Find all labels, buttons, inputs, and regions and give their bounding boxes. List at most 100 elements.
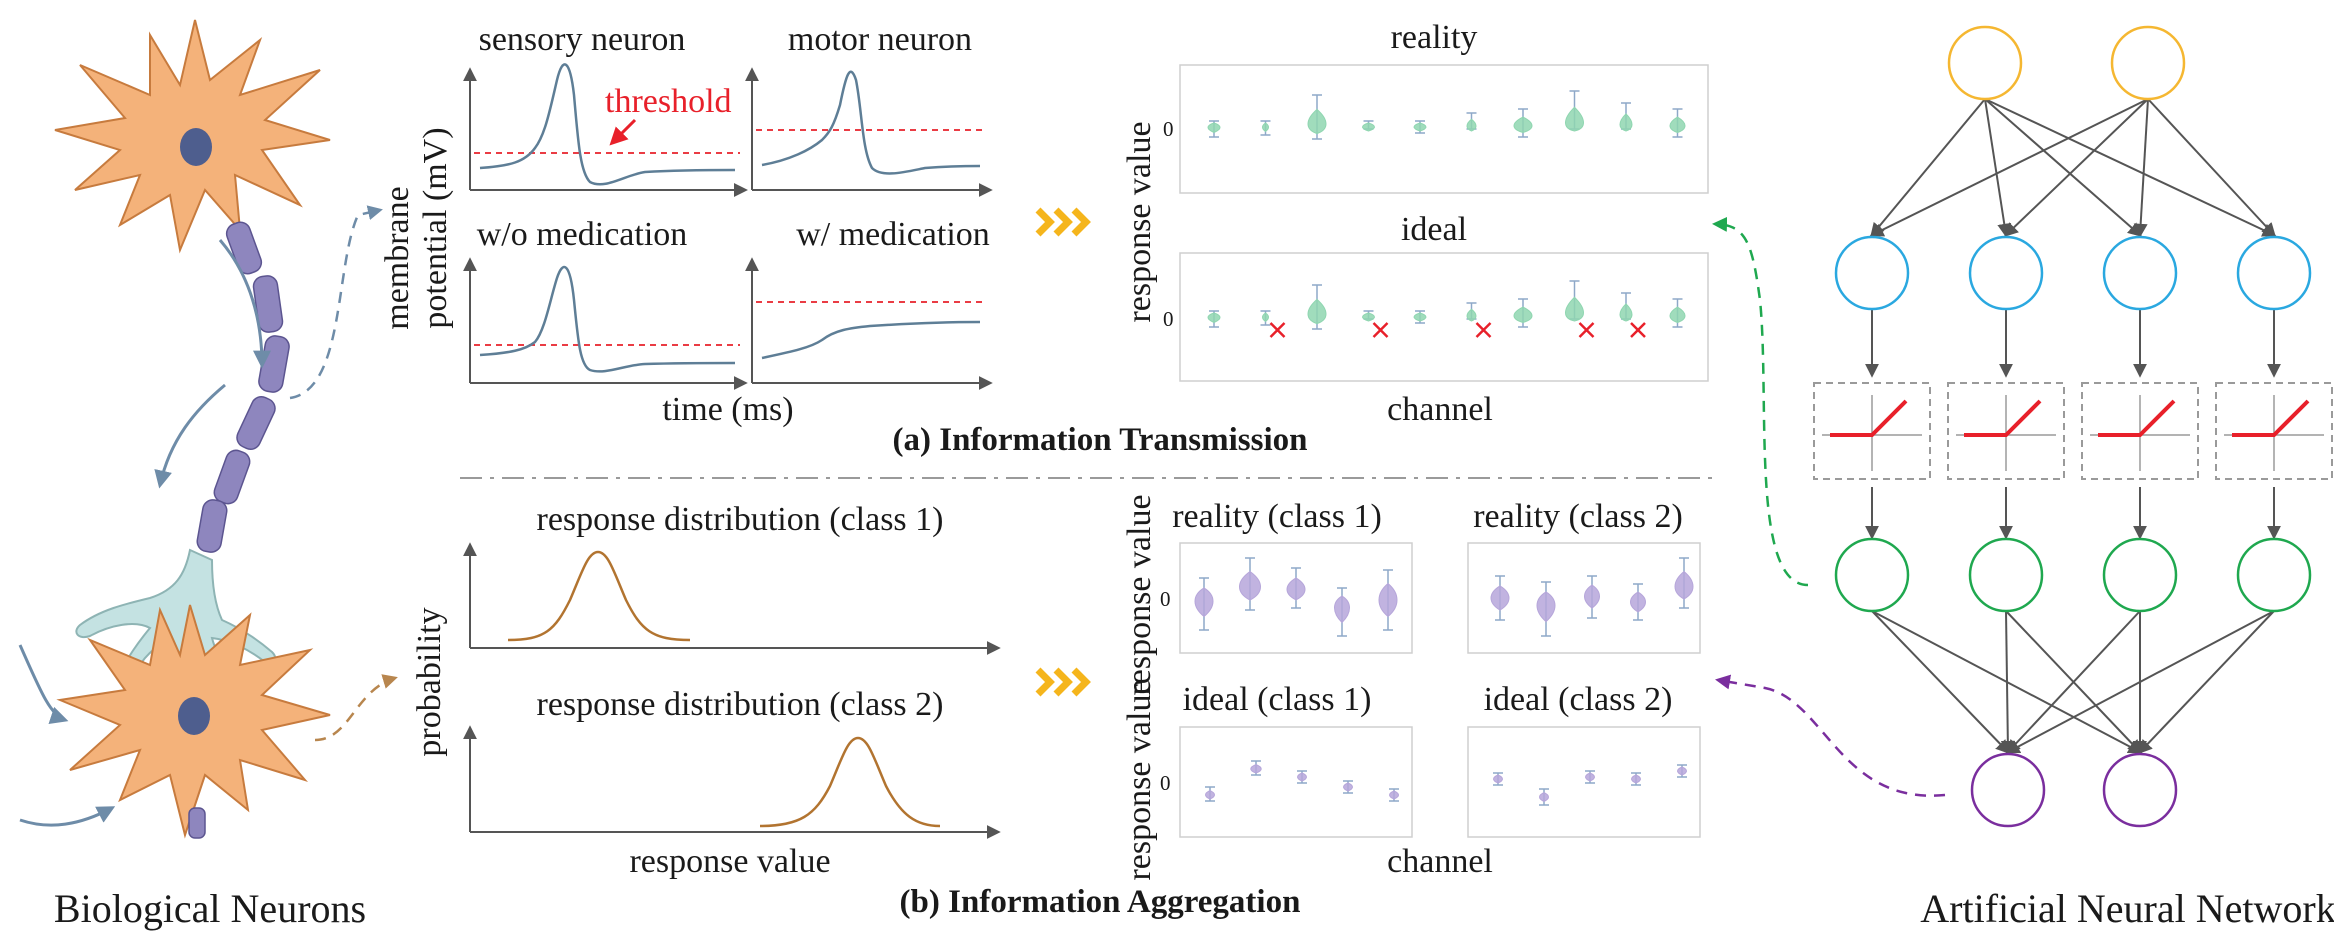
violin-reality-class2-ch1 xyxy=(1490,575,1510,621)
membrane-traces xyxy=(479,63,981,373)
zero-tick-ideal: 0 xyxy=(1163,307,1174,331)
connector-neuron-to-a xyxy=(289,205,383,400)
removed-channel-mark-9 xyxy=(1630,322,1646,338)
membrane-axes xyxy=(463,67,993,390)
hidden-node-1 xyxy=(1834,235,1910,311)
output-node-2 xyxy=(2102,752,2178,828)
violin-ylabel-b-top: response value xyxy=(1121,494,1158,695)
violin-ideal-ch4 xyxy=(1362,310,1375,322)
violin-reality-class1-ch1 xyxy=(1194,577,1214,631)
violin-reality-class2-ch2 xyxy=(1536,581,1556,637)
relu-activation-4 xyxy=(2215,382,2333,480)
violin-ideal-class2-ch2 xyxy=(1539,788,1549,806)
violin-reality-ch3 xyxy=(1307,94,1327,140)
violin-ideal-class2-ch3 xyxy=(1585,770,1595,784)
violin-title-reality-class-2: reality (class 2) xyxy=(1473,498,1683,535)
violin-ideal-ch2 xyxy=(1260,310,1271,326)
violin-title-ideal-class-1: ideal (class 1) xyxy=(1183,681,1372,718)
violin-ideal-class2-ch5 xyxy=(1677,764,1687,778)
plot-title-without-medication: w/o medication xyxy=(477,216,688,253)
violin-ideal-class1-ch5 xyxy=(1389,788,1399,802)
lower-neuron-soma xyxy=(56,604,331,839)
removed-channel-mark-4 xyxy=(1372,322,1389,338)
violin-reality-ch1 xyxy=(1207,120,1221,138)
ann-edges xyxy=(1865,98,2281,755)
violin-ideal-ch6 xyxy=(1466,302,1477,322)
violins-ideal-class-1 xyxy=(1205,760,1399,802)
violin-reality-ch2 xyxy=(1260,120,1271,136)
removed-channel-mark-8 xyxy=(1578,322,1595,338)
panel-b-distributions: response distribution (class 1) response… xyxy=(411,501,1001,880)
violin-ideal-ch8 xyxy=(1565,280,1584,322)
dist-title-class-1: response distribution (class 1) xyxy=(537,501,944,538)
zero-tick-ideal-class-1: 0 xyxy=(1160,771,1171,795)
violin-ideal-ch1 xyxy=(1207,310,1221,328)
membrane-ylabel-line1: membrane xyxy=(379,186,416,330)
connector-ann-to-a xyxy=(1712,216,1809,587)
violin-reality-class1-ch2 xyxy=(1239,557,1261,611)
zero-tick-reality: 0 xyxy=(1163,117,1174,141)
relu-activation-2 xyxy=(1947,382,2065,480)
activated-node-3 xyxy=(2102,537,2178,613)
violin-title-ideal: ideal xyxy=(1401,211,1467,248)
violins-reality-class-2 xyxy=(1490,557,1694,637)
violin-ideal-class2-ch1 xyxy=(1493,772,1503,786)
caption-biological-neurons: Biological Neurons xyxy=(54,886,366,931)
membrane-xlabel: time (ms) xyxy=(662,391,793,428)
violin-ideal-ch7 xyxy=(1513,298,1533,328)
removed-channel-mark-2 xyxy=(1269,322,1286,338)
plot-title-motor-neuron: motor neuron xyxy=(788,21,972,58)
violin-ideal-ch10 xyxy=(1669,298,1686,328)
violin-ideal-ch9 xyxy=(1619,292,1633,322)
violin-title-ideal-class-2: ideal (class 2) xyxy=(1484,681,1673,718)
violin-reality-ch4 xyxy=(1362,120,1375,132)
lower-nucleus xyxy=(178,697,210,735)
violin-title-reality: reality xyxy=(1391,19,1478,56)
panel-a-membrane-plots: sensory neuron motor neuron w/o medicati… xyxy=(379,21,993,428)
membrane-ylabel-line2: potential (mV) xyxy=(417,127,454,328)
violin-ideal-ch3 xyxy=(1307,284,1327,330)
hidden-node-3 xyxy=(2102,235,2178,311)
violin-xlabel-b: channel xyxy=(1387,843,1493,880)
axon xyxy=(196,221,290,553)
violin-reality-class1-ch3 xyxy=(1286,567,1306,609)
activated-node-2 xyxy=(1968,537,2044,613)
threshold-label: threshold xyxy=(605,83,732,120)
output-node-1 xyxy=(1970,752,2046,828)
violin-ideal-class2-ch4 xyxy=(1631,772,1641,786)
caption-artificial-neural-network: Artificial Neural Network xyxy=(1920,886,2334,931)
chevron-arrows-a xyxy=(1035,207,1091,237)
violin-reality-ch6 xyxy=(1466,112,1477,132)
violin-xlabel-a: channel xyxy=(1387,391,1493,428)
hidden-node-2 xyxy=(1968,235,2044,311)
violins-reality xyxy=(1207,90,1686,140)
violin-box-reality xyxy=(1179,64,1709,194)
activated-node-1 xyxy=(1834,537,1910,613)
dist-curves xyxy=(507,550,941,828)
violin-reality-ch5 xyxy=(1413,120,1427,134)
violin-reality-class2-ch3 xyxy=(1584,575,1600,619)
upper-nucleus xyxy=(180,128,212,166)
violin-ideal-class1-ch1 xyxy=(1205,786,1215,802)
removed-channel-mark-6 xyxy=(1475,322,1492,338)
dist-ylabel: probability xyxy=(411,607,448,756)
violin-reality-class2-ch4 xyxy=(1630,583,1646,621)
violin-box-ideal-class-1 xyxy=(1179,726,1413,838)
connector-neuron-to-b xyxy=(314,674,398,742)
violin-reality-ch8 xyxy=(1565,90,1584,132)
violin-ideal-class1-ch4 xyxy=(1343,780,1353,794)
panel-b-title: (b) Information Aggregation xyxy=(900,884,1301,920)
relu-activation-1 xyxy=(1813,382,1931,480)
threshold-lines xyxy=(474,129,983,346)
violin-reality-class1-ch4 xyxy=(1334,587,1350,637)
violin-reality-class2-ch5 xyxy=(1674,557,1694,609)
violin-box-reality-class-1 xyxy=(1179,542,1413,654)
violin-reality-ch9 xyxy=(1619,102,1633,132)
input-node-1 xyxy=(1947,25,2023,101)
input-node-2 xyxy=(2110,25,2186,101)
relu-activation-3 xyxy=(2081,382,2199,480)
zero-tick-reality-class-1: 0 xyxy=(1160,587,1171,611)
violin-ideal-class1-ch2 xyxy=(1250,760,1262,776)
violin-box-reality-class-2 xyxy=(1467,542,1701,654)
artificial-neural-network xyxy=(1813,25,2333,828)
